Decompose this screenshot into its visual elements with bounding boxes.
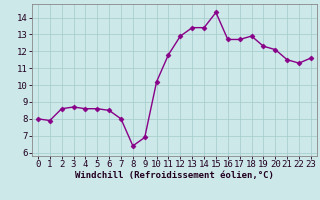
X-axis label: Windchill (Refroidissement éolien,°C): Windchill (Refroidissement éolien,°C) bbox=[75, 171, 274, 180]
